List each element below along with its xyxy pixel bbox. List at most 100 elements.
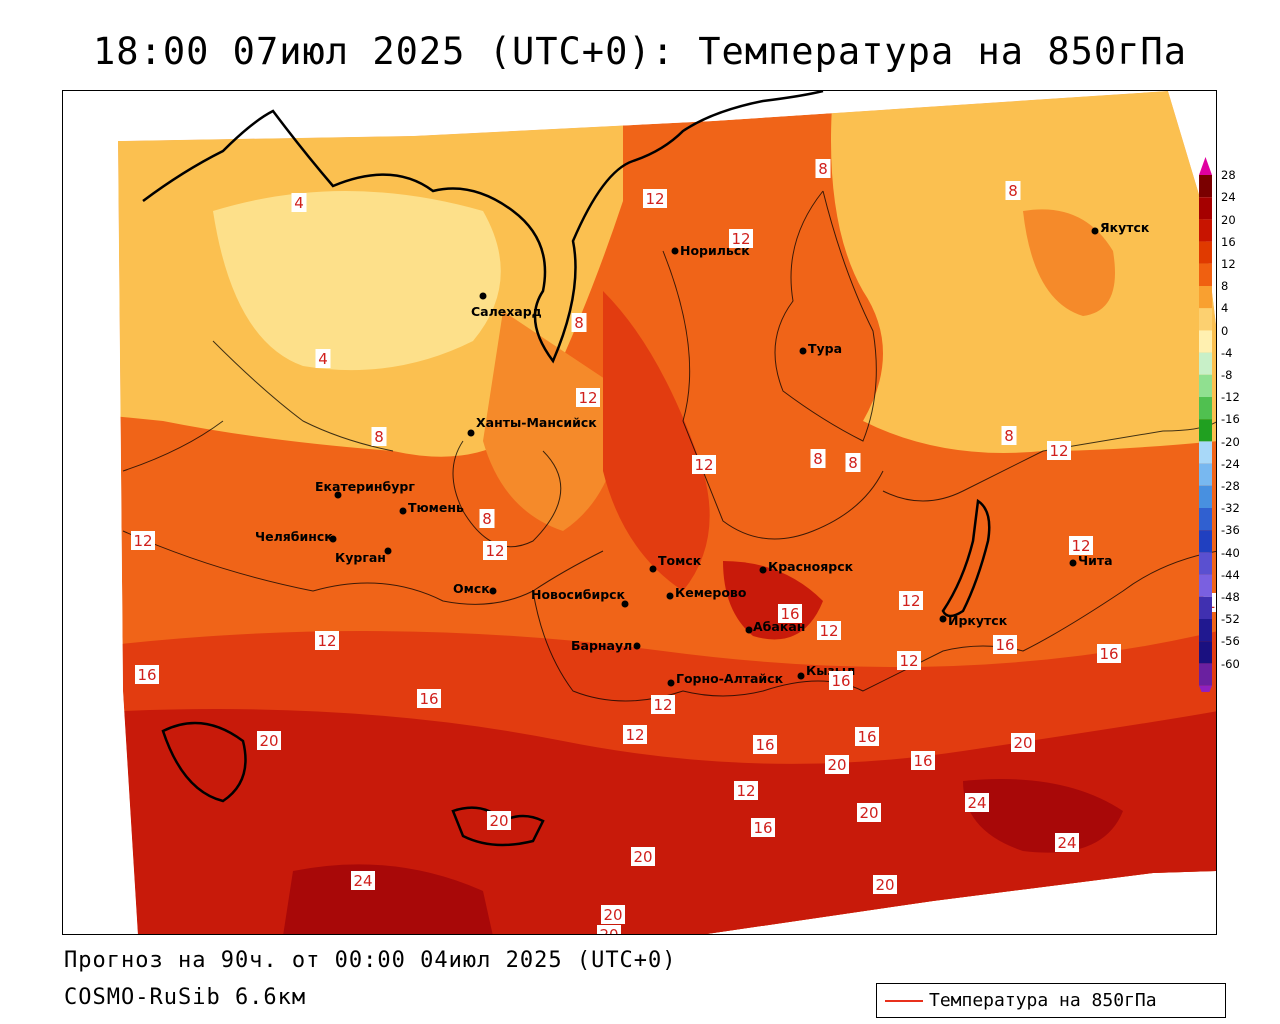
- colorbar-tick-label: -8: [1221, 367, 1233, 382]
- colorbar-segment: [1199, 241, 1212, 264]
- svg-text:Барнаул: Барнаул: [571, 638, 632, 653]
- svg-text:20: 20: [603, 906, 622, 924]
- svg-text:12: 12: [625, 726, 644, 744]
- city-novosibirsk: Новосибирск: [531, 587, 629, 608]
- city-chita: Чита: [1069, 553, 1113, 568]
- svg-text:12: 12: [317, 632, 336, 650]
- svg-text:Томск: Томск: [658, 553, 702, 568]
- svg-text:8: 8: [818, 160, 828, 178]
- isotherm-label: 12: [899, 591, 923, 610]
- city-krasnoyarsk: Красноярск: [759, 559, 854, 574]
- isotherm-label: 16: [778, 604, 802, 623]
- isotherm-label: 12: [692, 455, 716, 474]
- colorbar-tick-label: -60: [1221, 656, 1240, 671]
- svg-text:12: 12: [899, 652, 918, 670]
- svg-text:Якутск: Якутск: [1100, 220, 1150, 235]
- colorbar-tick-label: -48: [1221, 589, 1240, 604]
- isotherm-label: 12: [897, 651, 921, 670]
- isotherm-label: 12: [315, 631, 339, 650]
- colorbar-segment: [1199, 286, 1212, 309]
- svg-text:Екатеринбург: Екатеринбург: [315, 479, 415, 494]
- isotherm-label: 12: [651, 695, 675, 714]
- isotherm-label: 20: [601, 905, 625, 924]
- isotherm-label: 20: [631, 847, 655, 866]
- isotherm-label: 12: [1069, 536, 1093, 555]
- outside-domain-east: [1168, 91, 1216, 325]
- temperature-colorbar: 28 24 20 16 12 8 4 0 -4 -8 -12 -16 -20 -24 -28 -32 -36 -4…: [1199, 157, 1259, 702]
- colorbar-tick-label: 12: [1221, 256, 1236, 271]
- city-tomsk: Томск: [649, 553, 702, 573]
- svg-text:16: 16: [913, 752, 932, 770]
- field-mild-central: [483, 311, 623, 531]
- isotherm-labels: 4 4 8 8 8 8 8 8 8 8 12 12 12 12 12 12 12 12 12 12 12 12 12 12 12…: [131, 159, 1216, 934]
- isotherm-label: 20: [873, 875, 897, 894]
- colorbar-segment: [1199, 596, 1212, 619]
- isotherm-label: 20: [597, 925, 621, 934]
- colorbar-segment: [1199, 485, 1212, 508]
- svg-text:Ханты-Мансийск: Ханты-Мансийск: [476, 415, 597, 430]
- svg-text:16: 16: [831, 672, 850, 690]
- svg-text:24: 24: [353, 872, 372, 890]
- isotherm-label: 12: [643, 189, 667, 208]
- model-info: COSMO-RuSib 6.6км: [64, 985, 307, 1010]
- isotherm-label: 8: [810, 449, 826, 468]
- colorbar-tick-label: 24: [1221, 190, 1236, 205]
- isotherm-label: 8: [1001, 426, 1017, 445]
- colorbar-segment: [1199, 663, 1212, 686]
- svg-text:16: 16: [1099, 645, 1118, 663]
- city-markers: Норильск Якутск Салехард Тура Ханты-Манс…: [255, 220, 1150, 687]
- svg-text:Салехард: Салехард: [471, 304, 542, 319]
- svg-text:16: 16: [755, 736, 774, 754]
- city-kurgan: Курган: [335, 547, 392, 565]
- city-chelyabinsk: Челябинск: [255, 529, 337, 544]
- colorbar-swatches: [1199, 157, 1212, 702]
- isotherm-label: 8: [1005, 181, 1021, 200]
- colorbar-tick-label: 4: [1221, 301, 1229, 316]
- colorbar-tick-label: 16: [1221, 234, 1236, 249]
- svg-text:20: 20: [633, 848, 652, 866]
- city-gorno-altaysk: Горно-Алтайск: [667, 671, 784, 687]
- map-legend: Температура на 850гПа: [876, 983, 1226, 1018]
- colorbar-tick-label: -40: [1221, 545, 1240, 560]
- svg-text:12: 12: [485, 542, 504, 560]
- isotherm-label: 16: [1097, 644, 1121, 663]
- svg-text:12: 12: [133, 532, 152, 550]
- colorbar-tick-label: -52: [1221, 612, 1240, 627]
- colorbar-segment: [1199, 530, 1212, 553]
- city-salekhard: Салехард: [471, 292, 542, 319]
- svg-text:Красноярск: Красноярск: [768, 559, 854, 574]
- admin-borders: [122, 190, 1216, 702]
- isotherm-label: 20: [1011, 733, 1035, 752]
- svg-text:20: 20: [827, 756, 846, 774]
- svg-text:16: 16: [753, 819, 772, 837]
- svg-text:12: 12: [736, 782, 755, 800]
- isotherm-label: 24: [965, 793, 989, 812]
- svg-text:Горно-Алтайск: Горно-Алтайск: [676, 671, 784, 686]
- svg-text:8: 8: [848, 454, 858, 472]
- map-title: 18:00 07июл 2025 (UTC+0): Температура на…: [93, 30, 1187, 73]
- colorbar-tick-label: -4: [1221, 345, 1233, 360]
- colorbar-segment: [1199, 397, 1212, 420]
- isotherm-label: 12: [734, 781, 758, 800]
- isotherm-label: 24: [351, 871, 375, 890]
- svg-text:8: 8: [482, 510, 492, 528]
- colorbar-segment: [1199, 219, 1212, 242]
- svg-text:12: 12: [819, 622, 838, 640]
- svg-text:16: 16: [857, 728, 876, 746]
- isotherm-label: 8: [845, 453, 861, 472]
- isotherm-label: 16: [829, 671, 853, 690]
- field-warmer-central: [603, 291, 710, 591]
- svg-text:12: 12: [1049, 442, 1068, 460]
- map-panel: Норильск Якутск Салехард Тура Ханты-Манс…: [62, 90, 1217, 935]
- legend-label: Температура на 850гПа: [929, 990, 1157, 1011]
- coastlines: [142, 91, 991, 847]
- colorbar-segment: [1199, 374, 1212, 397]
- field-cool-east: [831, 91, 1216, 453]
- svg-text:Иркутск: Иркутск: [948, 613, 1008, 628]
- legend-line-swatch: [885, 999, 923, 1002]
- city-ekaterinburg: Екатеринбург: [315, 479, 415, 499]
- svg-text:16: 16: [780, 605, 799, 623]
- svg-text:20: 20: [1013, 734, 1032, 752]
- colorbar-tick-label: -16: [1221, 412, 1240, 427]
- colorbar-tick-label: -36: [1221, 523, 1240, 538]
